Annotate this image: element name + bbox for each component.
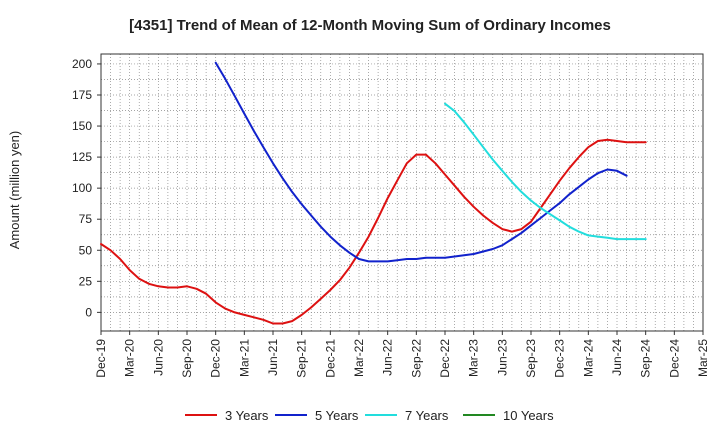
series-lines	[100, 61, 647, 325]
x-tick-label: Mar-22	[352, 339, 366, 377]
y-tick-label: 75	[79, 212, 93, 226]
x-tick-label: Sep-24	[639, 339, 653, 378]
series-line-3-years	[100, 138, 647, 325]
legend-label: 3 Years	[225, 408, 269, 423]
x-tick-label: Sep-21	[295, 339, 309, 378]
x-tick-label: Dec-21	[323, 339, 337, 378]
legend-label: 10 Years	[503, 408, 554, 423]
series-line-5-years	[214, 61, 628, 263]
x-tick-label: Sep-23	[524, 339, 538, 378]
y-tick-label: 150	[72, 119, 92, 133]
x-tick-label: Jun-23	[495, 339, 509, 376]
x-tick-label: Mar-20	[123, 339, 137, 377]
y-tick-label: 125	[72, 150, 92, 164]
y-tick-label: 200	[72, 57, 92, 71]
series-line-7-years	[444, 102, 647, 241]
x-tick-label: Jun-21	[266, 339, 280, 376]
x-tick-label: Sep-20	[180, 339, 194, 378]
x-tick-label: Mar-25	[696, 339, 710, 377]
x-tick-label: Dec-20	[209, 339, 223, 378]
plot-area	[100, 53, 704, 332]
y-tick-label: 100	[72, 181, 92, 195]
grid-lines	[100, 54, 704, 331]
x-tick-label: Mar-21	[237, 339, 251, 377]
x-tick-label: Mar-24	[581, 339, 595, 377]
x-tick-label: Mar-23	[467, 339, 481, 377]
legend-label: 5 Years	[315, 408, 359, 423]
y-axis-label: Amount (million yen)	[7, 131, 22, 250]
y-tick-label: 0	[85, 305, 92, 319]
y-tick-label: 50	[79, 243, 93, 257]
chart-title: [4351] Trend of Mean of 12-Month Moving …	[129, 17, 611, 34]
legend: 3 Years 5 Years 7 Years 10 Years	[185, 408, 554, 423]
x-tick-label: Dec-19	[94, 339, 108, 378]
y-tick-label: 25	[79, 274, 93, 288]
x-tick-label: Dec-22	[438, 339, 452, 378]
x-tick-label: Jun-22	[381, 339, 395, 376]
x-tick-label: Dec-23	[553, 339, 567, 378]
y-tick-label: 175	[72, 88, 92, 102]
x-tick-label: Jun-24	[610, 339, 624, 376]
legend-label: 7 Years	[405, 408, 449, 423]
x-tick-label: Sep-22	[409, 339, 423, 378]
x-axis: Dec-19 Mar-20 Jun-20 Sep-20 Dec-20 Mar-21 Jun-…	[94, 331, 710, 378]
x-tick-label: Jun-20	[151, 339, 165, 376]
y-axis: 0 25 50 75 100 125 150 175 200	[72, 57, 101, 319]
x-tick-label: Dec-24	[667, 339, 681, 378]
